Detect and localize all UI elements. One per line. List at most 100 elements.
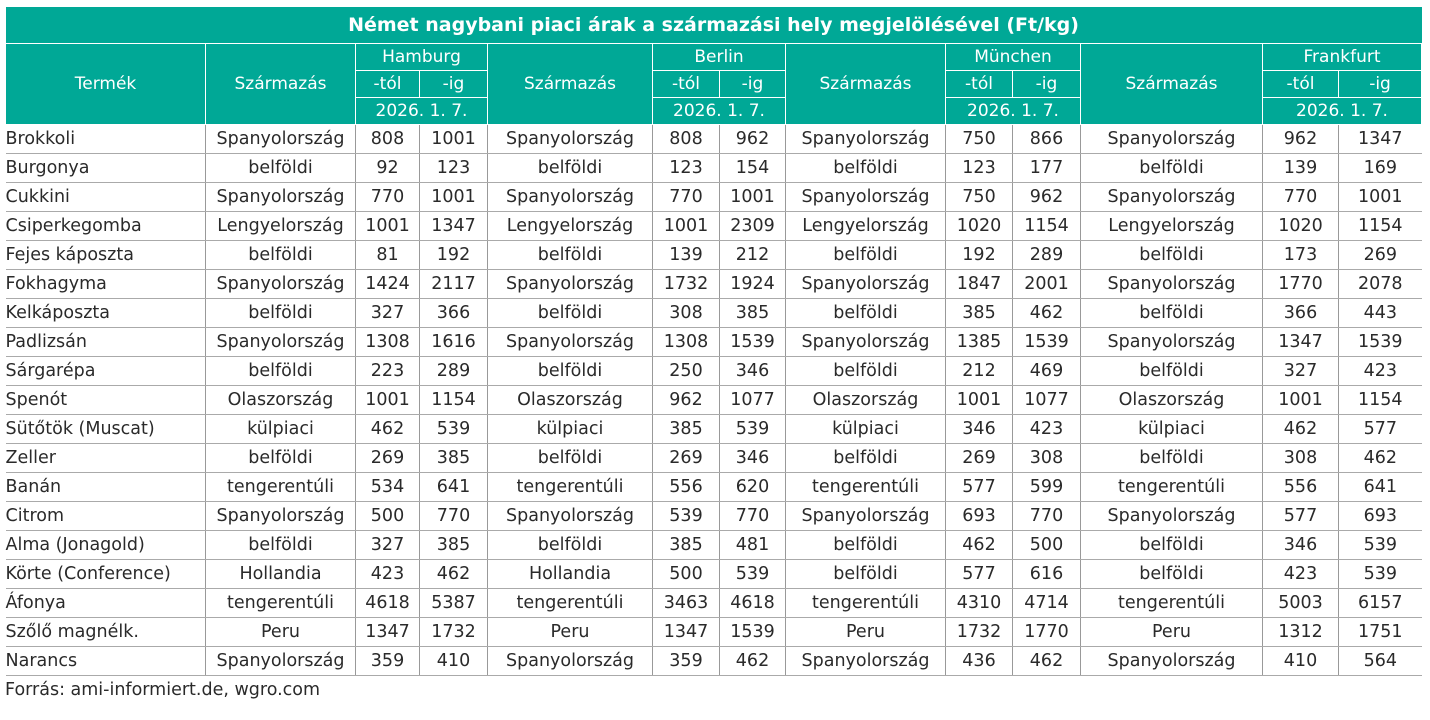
origin-cell: Peru	[785, 617, 946, 647]
origin-cell: Spanyolország	[785, 269, 946, 299]
price-from: 327	[1262, 356, 1339, 386]
origin-cell: Spanyolország	[205, 269, 356, 299]
product-name: Fejes káposzta	[5, 240, 206, 270]
header-from: -tól	[1262, 70, 1339, 98]
header-origin: Származás	[205, 43, 356, 125]
price-from: 1732	[945, 617, 1013, 647]
price-from: 385	[945, 298, 1013, 328]
price-to: 539	[1338, 530, 1422, 560]
title-row: Német nagybani piaci árak a származási h…	[5, 7, 1422, 44]
price-to: 1347	[1338, 124, 1422, 154]
price-to: 1539	[719, 327, 786, 357]
price-from: 1020	[945, 211, 1013, 241]
price-from: 770	[652, 182, 720, 212]
origin-cell: belföldi	[205, 153, 356, 183]
price-to: 599	[1012, 472, 1081, 502]
price-to: 962	[719, 124, 786, 154]
origin-cell: Olaszország	[205, 385, 356, 415]
price-from: 556	[652, 472, 720, 502]
price-from: 750	[945, 182, 1013, 212]
price-to: 385	[419, 443, 488, 473]
price-to: 192	[419, 240, 488, 270]
origin-cell: belföldi	[487, 443, 653, 473]
table-row: Szőlő magnélk. Peru 1347 1732 Peru 1347 1539 Pe…	[5, 617, 1422, 647]
price-to: 1751	[1338, 617, 1422, 647]
origin-cell: külpiaci	[1080, 414, 1263, 444]
origin-cell: belföldi	[487, 356, 653, 386]
table-row: Padlizsán Spanyolország 1308 1616 Spanyolors…	[5, 327, 1422, 357]
origin-cell: belföldi	[205, 298, 356, 328]
price-from: 173	[1262, 240, 1339, 270]
price-from: 1312	[1262, 617, 1339, 647]
product-name: Narancs	[5, 646, 206, 676]
price-from: 327	[355, 530, 420, 560]
origin-cell: Lengyelország	[785, 211, 946, 241]
origin-cell: belföldi	[1080, 559, 1263, 589]
product-name: Sütőtök (Muscat)	[5, 414, 206, 444]
origin-cell: tengerentúli	[1080, 472, 1263, 502]
price-to: 2078	[1338, 269, 1422, 299]
price-from: 423	[1262, 559, 1339, 589]
origin-cell: Spanyolország	[1080, 327, 1263, 357]
header-from: -tól	[945, 70, 1013, 98]
price-to: 641	[419, 472, 488, 502]
price-from: 808	[652, 124, 720, 154]
product-name: Brokkoli	[5, 124, 206, 154]
price-from: 269	[652, 443, 720, 473]
price-to: 462	[1012, 646, 1081, 676]
price-to: 564	[1338, 646, 1422, 676]
origin-cell: Olaszország	[785, 385, 946, 415]
price-table: Német nagybani piaci árak a származási h…	[5, 7, 1423, 676]
origin-cell: Peru	[487, 617, 653, 647]
price-to: 1539	[1338, 327, 1422, 357]
price-to: 4714	[1012, 588, 1081, 618]
price-to: 1154	[1338, 211, 1422, 241]
price-from: 770	[1262, 182, 1339, 212]
price-from: 1308	[652, 327, 720, 357]
header-to: -ig	[419, 70, 488, 98]
price-from: 192	[945, 240, 1013, 270]
price-from: 5003	[1262, 588, 1339, 618]
header-city-berlin: Berlin	[652, 43, 786, 71]
price-from: 212	[945, 356, 1013, 386]
table-row: Banán tengerentúli 534 641 tengerentúli 556 62…	[5, 472, 1422, 502]
product-name: Körte (Conference)	[5, 559, 206, 589]
header-date: 2026. 1. 7.	[355, 97, 488, 125]
price-from: 346	[945, 414, 1013, 444]
price-to: 4618	[719, 588, 786, 618]
origin-cell: külpiaci	[205, 414, 356, 444]
price-from: 770	[355, 182, 420, 212]
origin-cell: belföldi	[1080, 153, 1263, 183]
header-origin: Származás	[785, 43, 946, 125]
origin-cell: Spanyolország	[205, 327, 356, 357]
price-from: 539	[652, 501, 720, 531]
price-to: 123	[419, 153, 488, 183]
price-from: 92	[355, 153, 420, 183]
price-from: 1424	[355, 269, 420, 299]
origin-cell: Spanyolország	[205, 646, 356, 676]
price-to: 1770	[1012, 617, 1081, 647]
origin-cell: Hollandia	[205, 559, 356, 589]
price-from: 1347	[652, 617, 720, 647]
price-from: 4618	[355, 588, 420, 618]
price-to: 462	[419, 559, 488, 589]
price-to: 693	[1338, 501, 1422, 531]
header-city-münchen: München	[945, 43, 1081, 71]
table-row: Citrom Spanyolország 500 770 Spanyolország 53…	[5, 501, 1422, 531]
price-from: 436	[945, 646, 1013, 676]
price-from: 500	[355, 501, 420, 531]
price-to: 154	[719, 153, 786, 183]
header-to: -ig	[719, 70, 786, 98]
origin-cell: Spanyolország	[785, 182, 946, 212]
origin-cell: Lengyelország	[1080, 211, 1263, 241]
source-note: Forrás: ami-informiert.de, wgro.com	[5, 680, 321, 700]
origin-cell: Spanyolország	[785, 501, 946, 531]
price-to: 385	[719, 298, 786, 328]
price-from: 1001	[1262, 385, 1339, 415]
price-from: 123	[652, 153, 720, 183]
price-from: 410	[1262, 646, 1339, 676]
table-row: Áfonya tengerentúli 4618 5387 tengerentúli 34…	[5, 588, 1422, 618]
price-from: 81	[355, 240, 420, 270]
origin-cell: Spanyolország	[785, 327, 946, 357]
price-to: 469	[1012, 356, 1081, 386]
